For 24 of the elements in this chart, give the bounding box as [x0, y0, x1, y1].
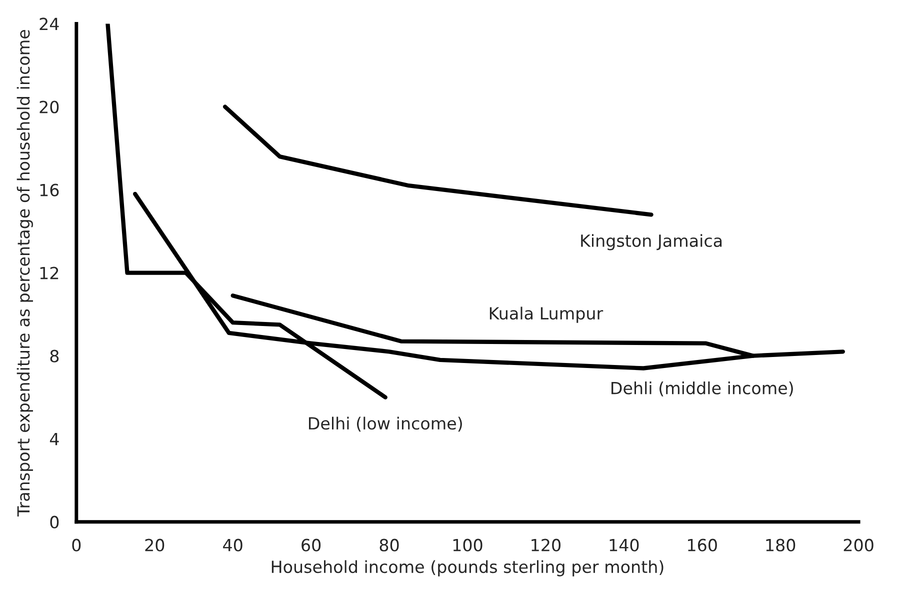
x-axis-title: Household income (pounds sterling per month) — [272, 560, 664, 576]
annotation: Kingston Jamaica — [581, 234, 722, 250]
x-tick-label: 60 — [302, 538, 321, 552]
annotation: Kuala Lumpur — [490, 306, 604, 323]
y-tick-label: 20 — [40, 100, 59, 114]
x-tick-label: 80 — [380, 538, 399, 552]
y-tick-label: 0 — [50, 516, 59, 528]
y-tick-label: 12 — [40, 266, 58, 280]
annotation: Delhi (low income) — [308, 416, 462, 432]
x-tick-label: 100 — [453, 538, 482, 552]
x-tick-label: 20 — [145, 538, 164, 552]
y-tick-label: 24 — [40, 18, 59, 30]
y-tick-label: 16 — [40, 184, 59, 196]
y-tick-label: 8 — [50, 350, 59, 362]
x-tick-label: 200 — [844, 538, 874, 552]
y-axis-title: Transport expenditure as percentage of household income — [16, 30, 33, 517]
x-tick-label: 160 — [688, 538, 717, 552]
x-tick-label: 0 — [72, 538, 81, 552]
annotation: Dehli (middle income) — [612, 381, 793, 396]
x-tick-label: 120 — [532, 538, 560, 552]
x-tick-label: 40 — [223, 538, 242, 552]
x-tick-label: 140 — [610, 538, 639, 552]
x-tick-label: 180 — [766, 538, 796, 552]
y-tick-label: 4 — [50, 433, 59, 446]
